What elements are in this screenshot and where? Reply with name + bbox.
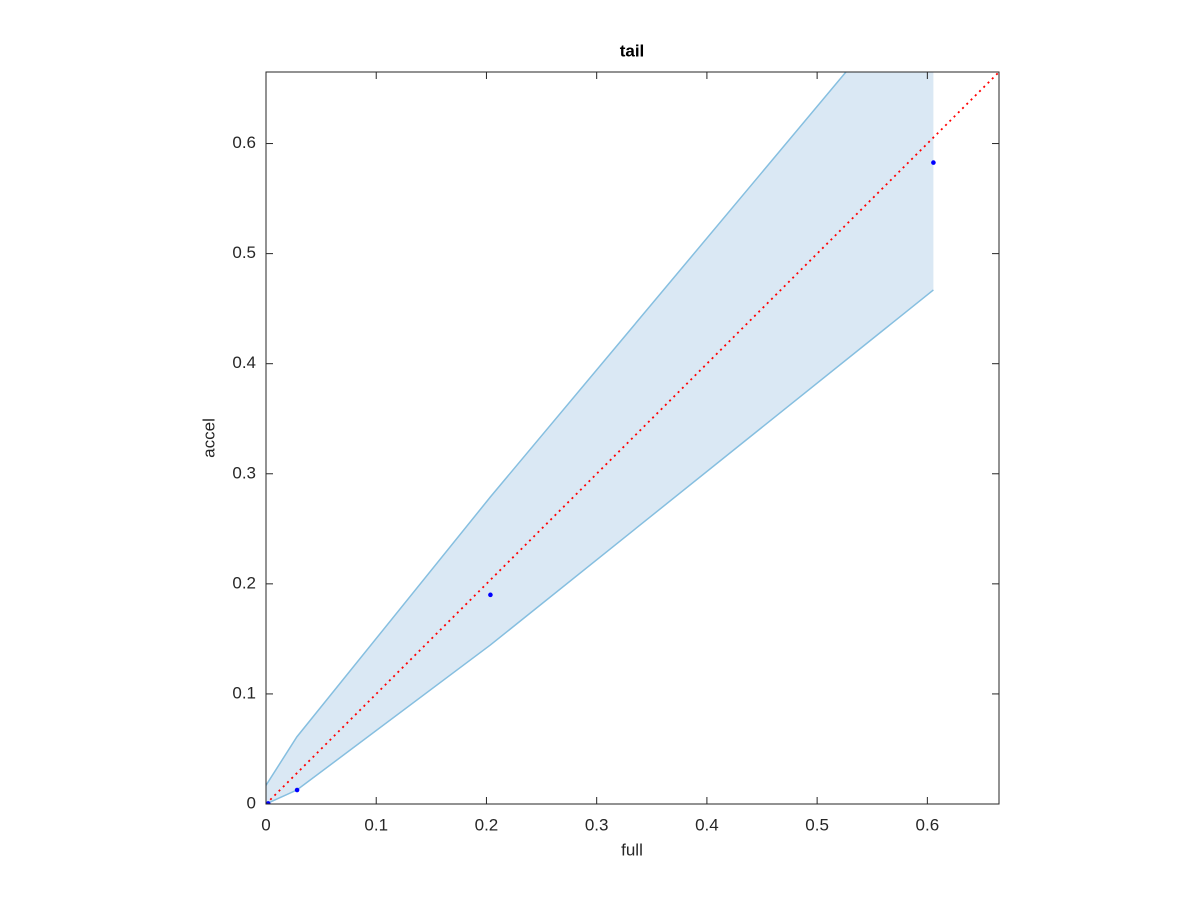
x-tick-label: 0.2 xyxy=(475,815,499,834)
y-axis-label: accel xyxy=(199,418,218,458)
data-point xyxy=(266,801,271,804)
y-tick-label: 0.3 xyxy=(232,463,256,482)
y-tick-label: 0.2 xyxy=(232,573,256,592)
axes: 0 0.1 0.2 0.3 0.4 0.5 0.6 0 0.1 0.2 0.3 0.4 0.5 0.6 xyxy=(232,71,1000,834)
x-axis-label: full xyxy=(621,840,643,859)
reference-line xyxy=(266,72,999,804)
y-tick-label: 0.1 xyxy=(232,683,256,702)
band-lower-edge xyxy=(266,289,934,804)
x-tick-label: 0 xyxy=(261,815,270,834)
x-tick-label: 0.4 xyxy=(695,815,719,834)
data-point xyxy=(488,592,493,598)
chart-title: tail xyxy=(620,41,645,60)
x-tick-label: 0.5 xyxy=(805,815,829,834)
y-tick-label: 0 xyxy=(247,793,256,812)
axes-box xyxy=(265,71,1000,805)
plot-area xyxy=(266,72,999,804)
data-point xyxy=(931,160,936,165)
x-tick-label: 0.1 xyxy=(364,815,388,834)
confidence-band xyxy=(266,72,934,804)
x-tick-label: 0.3 xyxy=(585,815,609,834)
data-point xyxy=(294,787,300,793)
y-tick-label: 0.6 xyxy=(232,133,256,152)
band-upper-edge xyxy=(266,72,847,786)
y-tick-label: 0.5 xyxy=(232,243,256,262)
y-tick-label: 0.4 xyxy=(232,353,256,372)
x-tick-label: 0.6 xyxy=(916,815,940,834)
